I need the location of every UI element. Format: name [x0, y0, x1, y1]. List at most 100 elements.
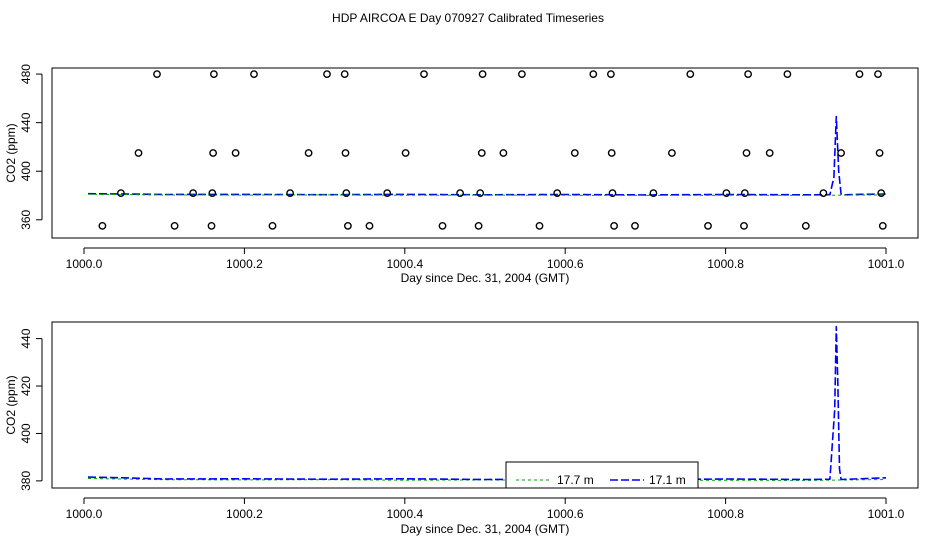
x-tick-label: 1000.0 [66, 257, 103, 271]
bottom-axis-ticks: 1000.0 1000.2 1000.4 1000.6 1000.8 1001.0 380 4… [19, 328, 905, 521]
data-point [783, 70, 792, 79]
data-point [209, 70, 218, 79]
data-point [134, 149, 143, 157]
y-tick-label: 420 [19, 376, 33, 396]
data-point [570, 149, 579, 157]
data-point [170, 221, 179, 230]
data-point [153, 70, 161, 79]
top-axis-ticks: 1000.0 1000.2 1000.4 1000.6 1000.8 1001.0 360 4… [19, 64, 905, 271]
x-tick-label: 1000.2 [226, 257, 263, 271]
data-point [518, 70, 526, 79]
data-point [801, 221, 810, 230]
data-point [608, 189, 617, 198]
data-point [686, 70, 695, 79]
top-markers [98, 70, 887, 230]
data-point [250, 70, 258, 79]
y-tick-label: 400 [19, 423, 33, 443]
data-point [231, 149, 240, 157]
data-point [98, 221, 107, 230]
top-y-axis-title: CO2 (ppm) [4, 123, 18, 182]
data-point [341, 149, 350, 157]
data-point [722, 189, 731, 198]
data-point [208, 189, 217, 198]
data-point [837, 149, 845, 157]
legend-label-series-1: 17.7 m [557, 473, 594, 487]
x-tick-label: 1000.2 [226, 507, 263, 521]
bottom-panel: 1000.0 1000.2 1000.4 1000.6 1000.8 1001.0 380 4… [4, 321, 919, 536]
data-point [268, 221, 277, 230]
top-series [87, 115, 887, 196]
data-point [553, 189, 562, 198]
data-point [649, 189, 658, 198]
data-point [499, 149, 508, 157]
x-tick-label: 1000.6 [547, 507, 584, 521]
x-tick-label: 1001.0 [868, 257, 905, 271]
data-point [474, 221, 483, 230]
x-tick-label: 1000.0 [66, 507, 103, 521]
bottom-series [87, 325, 887, 481]
data-point [704, 221, 712, 230]
data-point [420, 70, 428, 79]
data-point [476, 189, 485, 198]
data-point [323, 70, 331, 79]
x-tick-label: 1000.4 [386, 257, 423, 271]
x-tick-label: 1000.8 [707, 507, 744, 521]
data-point [456, 189, 464, 198]
data-point [742, 149, 751, 157]
y-tick-label: 400 [19, 161, 33, 181]
series-line-2 [87, 193, 887, 196]
data-point [342, 189, 351, 198]
data-point [607, 149, 616, 157]
data-point [740, 189, 749, 198]
data-point [875, 149, 884, 157]
legend-box [505, 461, 699, 489]
x-tick-label: 1000.8 [707, 257, 744, 271]
top-x-axis-title: Day since Dec. 31, 2004 (GMT) [401, 271, 570, 285]
data-point [365, 221, 374, 230]
data-point [765, 149, 774, 157]
data-point [874, 70, 882, 79]
data-point [877, 189, 886, 198]
bottom-y-axis-title: CO2 (ppm) [4, 375, 18, 434]
x-tick-label: 1000.4 [386, 507, 423, 521]
data-point [401, 149, 410, 157]
data-point [610, 221, 618, 230]
top-plot-frame [51, 67, 919, 239]
data-point [304, 149, 313, 157]
data-point [535, 221, 544, 230]
data-point [209, 149, 218, 157]
data-point [340, 70, 349, 79]
data-point [607, 70, 615, 79]
data-point [343, 221, 352, 230]
top-panel: 1000.0 1000.2 1000.4 1000.6 1000.8 1001.0 360 4… [4, 64, 919, 285]
bottom-plot-frame [51, 321, 919, 489]
data-point [740, 221, 748, 230]
y-tick-label: 380 [19, 471, 33, 491]
data-point [668, 149, 676, 157]
y-tick-label: 360 [19, 209, 33, 229]
y-tick-label: 440 [19, 328, 33, 348]
data-point [744, 70, 752, 79]
data-point [438, 221, 447, 230]
data-point [477, 149, 486, 157]
data-point [589, 70, 598, 79]
y-tick-label: 480 [19, 64, 33, 84]
data-point [878, 221, 887, 230]
x-tick-label: 1000.6 [547, 257, 584, 271]
data-point [286, 189, 294, 198]
x-tick-label: 1001.0 [868, 507, 905, 521]
y-tick-label: 440 [19, 112, 33, 132]
legend: 17.7 m 17.1 m [505, 461, 699, 489]
data-point [117, 189, 125, 198]
data-point [189, 189, 198, 198]
data-point [383, 189, 392, 198]
series-line-1 [87, 115, 887, 196]
chart-title: HDP AIRCOA E Day 070927 Calibrated Times… [332, 11, 604, 25]
series-line-2 [87, 325, 887, 481]
legend-label-series-2: 17.1 m [649, 473, 686, 487]
data-point [631, 221, 639, 230]
data-point [478, 70, 487, 79]
bottom-x-axis-title: Day since Dec. 31, 2004 (GMT) [401, 522, 570, 536]
data-point [207, 221, 216, 230]
